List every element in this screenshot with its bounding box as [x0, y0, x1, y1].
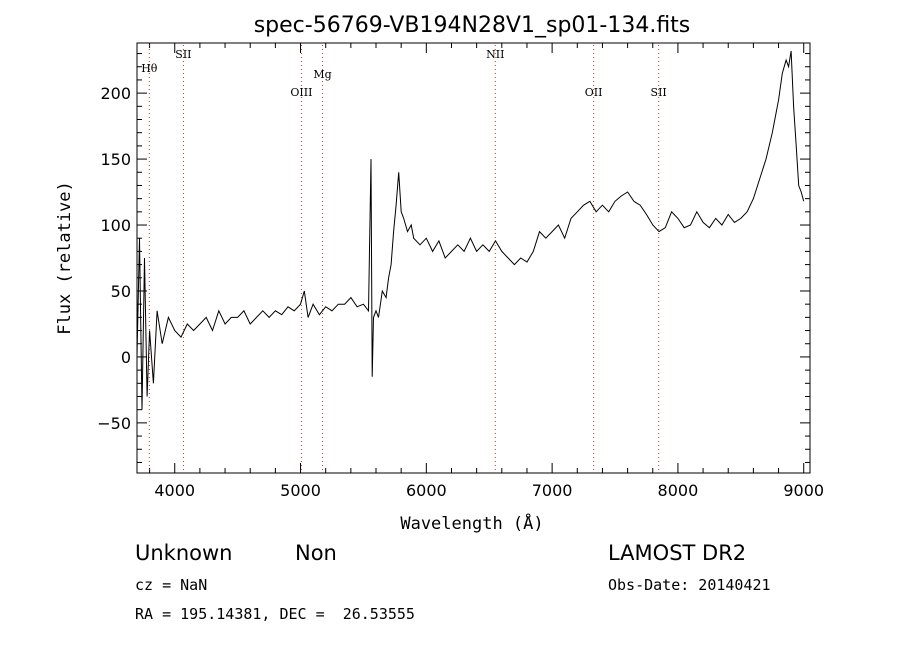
y-tick-label: 0: [121, 348, 131, 367]
chart-title: spec-56769-VB194N28V1_sp01-134.fits: [254, 13, 691, 38]
y-tick-label: 200: [100, 84, 131, 103]
plot-frame: [136, 42, 811, 474]
coordinates: RA = 195.14381, DEC = 26.53555: [135, 605, 415, 623]
x-tick-label: 6000: [406, 481, 447, 500]
y-axis-label: Flux (relative): [55, 181, 75, 335]
y-tick-label: 150: [100, 150, 131, 169]
x-tick-label: 5000: [280, 481, 321, 500]
y-tick-label: 50: [111, 282, 131, 301]
x-tick-label: 9000: [783, 481, 824, 500]
spectral-class: Unknown: [135, 541, 233, 565]
spectral-line-label: NII: [486, 48, 504, 61]
spectral-line-label: OII: [585, 86, 603, 99]
y-tick-label: −50: [97, 414, 131, 433]
x-tick-label: 4000: [154, 481, 195, 500]
x-tick-label: 7000: [532, 481, 573, 500]
spectral-line-label: Mg: [313, 68, 331, 81]
spectral-line-label: SII: [651, 86, 667, 99]
spectrum-line: [136, 50, 805, 410]
spectral-line-label: OIII: [290, 86, 312, 99]
redshift-cz: cz = NaN: [135, 576, 208, 594]
spectral-subclass: Non: [295, 541, 337, 565]
spectral-line-label: SII: [175, 48, 191, 61]
x-tick-label: 8000: [658, 481, 699, 500]
x-axis-label: Wavelength (Å): [400, 512, 543, 534]
survey-name: LAMOST DR2: [608, 541, 747, 565]
observation-date: Obs-Date: 20140421: [608, 576, 771, 594]
spectral-line-label: Hθ: [141, 62, 158, 75]
plot-area: 4000 5000 6000 7000 8000 9000 −50 0 50 100 150 200 H…: [97, 42, 824, 500]
y-tick-label: 100: [100, 216, 131, 235]
